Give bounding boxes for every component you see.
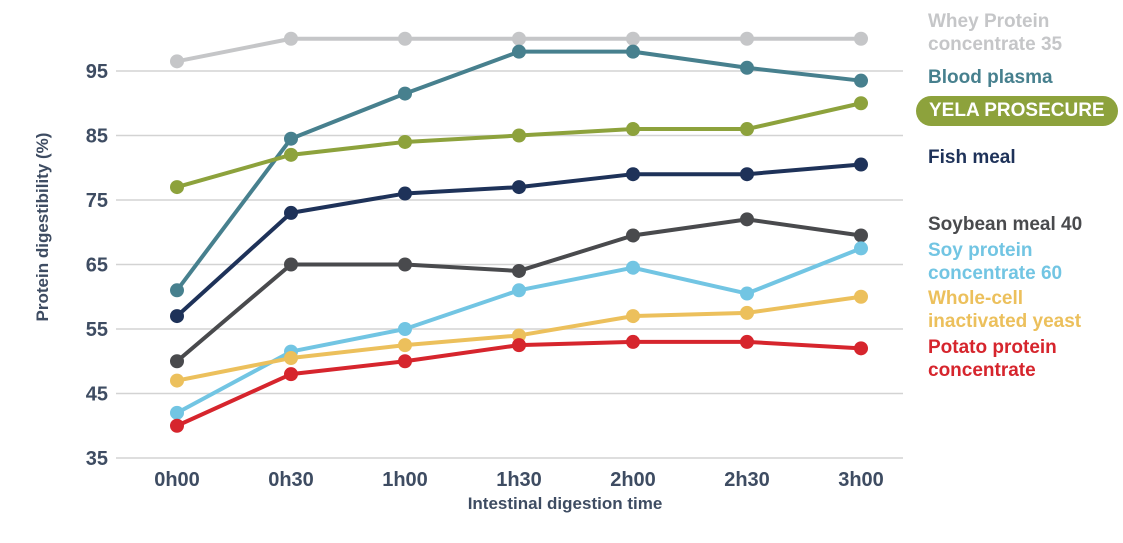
x-tick-label: 1h30 (496, 469, 542, 491)
data-point-potato (170, 418, 184, 433)
legend-yeast: Whole-cell inactivated yeast (928, 287, 1123, 333)
series-line-blood-plasma (175, 49, 863, 293)
data-point-soybean-meal (740, 212, 754, 227)
legend-label-line: Whey Protein (928, 11, 1050, 32)
data-point-soybean-meal (512, 263, 526, 278)
data-point-whey (170, 54, 184, 69)
data-point-yeast (626, 309, 640, 324)
legend-label-line: concentrate 35 (928, 34, 1063, 55)
x-tick-label: 1h00 (382, 469, 428, 491)
legend-label-line: concentrate 60 (928, 263, 1063, 284)
legend-label-line: inactivated yeast (928, 311, 1082, 332)
legend-fish-meal: Fish meal (928, 146, 1123, 169)
data-point-soybean-meal (284, 257, 298, 272)
data-point-soybean-meal (626, 228, 640, 243)
data-point-potato (740, 334, 754, 349)
data-point-whey (854, 31, 868, 46)
legend-label-line: Potato protein (928, 337, 1057, 358)
data-point-yela-prosecure (626, 122, 640, 137)
legend-label-line: Fish meal (928, 147, 1016, 168)
data-point-soy-protein (170, 405, 184, 420)
data-point-yeast (740, 305, 754, 320)
y-tick-label: 45 (86, 384, 108, 406)
series-line-potato (175, 339, 863, 428)
legend-soybean-meal: Soybean meal 40 (928, 213, 1123, 236)
legend-label-line: concentrate (928, 360, 1036, 381)
data-point-yeast (284, 351, 298, 366)
data-point-whey (626, 31, 640, 46)
legend-badge-yela-prosecure: YELA PROSECURE (916, 96, 1118, 126)
legend-label-line: Blood plasma (928, 67, 1053, 88)
data-point-whey (284, 31, 298, 46)
data-point-fish-meal (626, 167, 640, 182)
data-point-blood-plasma (170, 283, 184, 298)
data-point-blood-plasma (284, 131, 298, 146)
x-tick-label: 3h00 (838, 469, 884, 491)
data-point-whey (398, 31, 412, 46)
data-point-fish-meal (854, 157, 868, 172)
data-point-soy-protein (740, 286, 754, 301)
chart-legend: Whey Protein concentrate 35 Blood plasma YE… (916, 10, 1123, 382)
legend-label-line: Whole-cell (928, 288, 1024, 309)
data-point-blood-plasma (626, 44, 640, 59)
data-point-blood-plasma (512, 44, 526, 59)
y-tick-label: 35 (86, 448, 108, 470)
data-point-soybean-meal (398, 257, 412, 272)
y-tick-label: 55 (86, 319, 108, 341)
legend-label-line: Soy protein (928, 240, 1033, 261)
legend-label-line: Soybean meal 40 (928, 214, 1083, 235)
legend-potato: Potato protein concentrate (928, 336, 1123, 382)
x-tick-label: 2h30 (724, 469, 770, 491)
data-point-whey (740, 31, 754, 46)
data-point-yeast (854, 289, 868, 304)
y-tick-label: 85 (86, 126, 108, 148)
y-tick-label: 65 (86, 255, 108, 277)
data-point-blood-plasma (740, 60, 754, 75)
data-point-fish-meal (398, 186, 412, 201)
data-point-yela-prosecure (398, 134, 412, 149)
data-point-potato (854, 341, 868, 356)
data-point-yeast (512, 328, 526, 343)
data-point-fish-meal (512, 180, 526, 195)
data-point-potato (284, 367, 298, 382)
x-tick-label: 0h00 (154, 469, 200, 491)
legend-blood-plasma: Blood plasma (928, 66, 1123, 89)
data-point-soy-protein (512, 283, 526, 298)
legend-whey: Whey Protein concentrate 35 (928, 10, 1123, 56)
y-axis-title: Protein digestibility (%) (33, 132, 52, 322)
data-point-yela-prosecure (854, 96, 868, 111)
data-point-yeast (170, 373, 184, 388)
y-tick-label: 95 (86, 61, 108, 83)
legend-soy-protein: Soy protein concentrate 60 (928, 239, 1123, 285)
legend-yela-prosecure: YELA PROSECURE (916, 96, 1123, 126)
data-point-potato (398, 354, 412, 369)
data-point-blood-plasma (854, 73, 868, 88)
data-point-potato (626, 334, 640, 349)
data-point-soybean-meal (854, 228, 868, 243)
data-point-whey (512, 31, 526, 46)
y-tick-label: 75 (86, 190, 108, 212)
data-point-yeast (398, 338, 412, 353)
x-tick-label: 0h30 (268, 469, 314, 491)
data-point-soy-protein (626, 260, 640, 275)
data-point-fish-meal (284, 205, 298, 220)
x-axis-title: Intestinal digestion time (467, 494, 663, 513)
data-point-soy-protein (398, 322, 412, 336)
data-point-soy-protein (854, 241, 868, 256)
data-point-yela-prosecure (170, 180, 184, 195)
data-point-soybean-meal (170, 354, 184, 369)
data-point-fish-meal (740, 167, 754, 182)
data-point-yela-prosecure (740, 122, 754, 137)
data-point-potato (512, 338, 526, 353)
data-point-fish-meal (170, 309, 184, 324)
data-point-yela-prosecure (512, 128, 526, 143)
data-point-blood-plasma (398, 86, 412, 101)
x-tick-label: 2h00 (610, 469, 656, 491)
data-point-yela-prosecure (284, 147, 298, 162)
